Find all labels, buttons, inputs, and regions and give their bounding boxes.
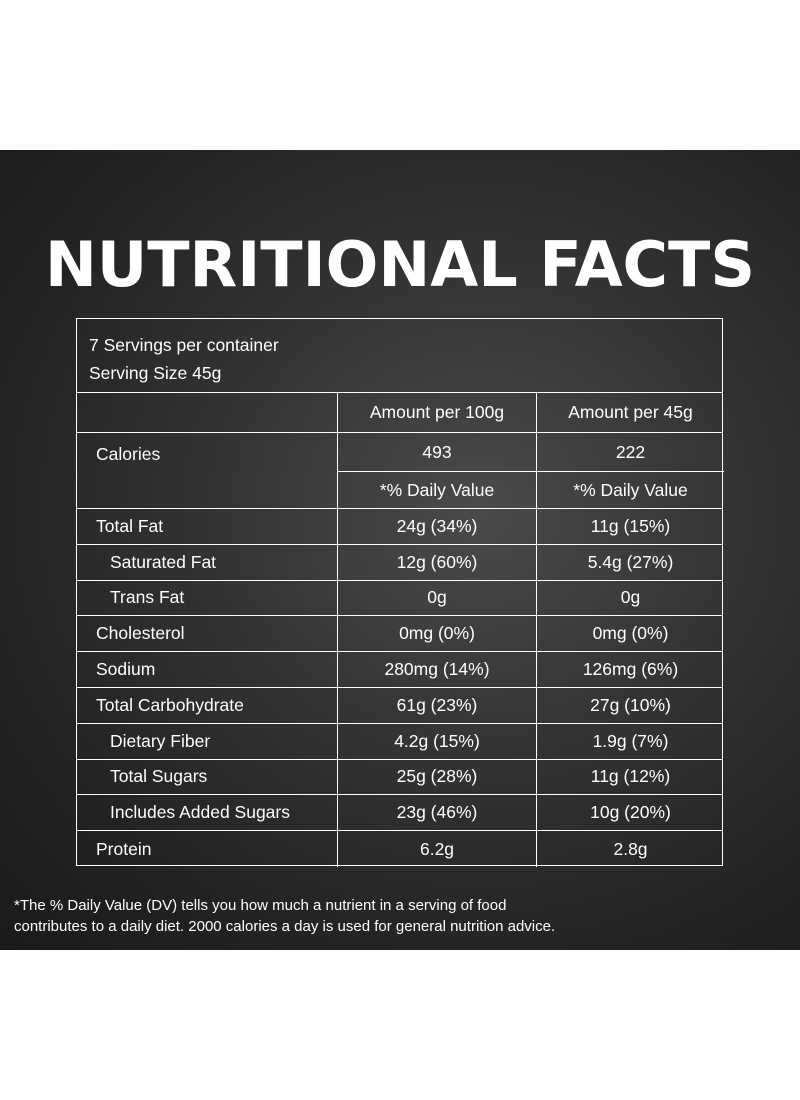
daily-value-label-45g: *% Daily Value [573,479,688,500]
calories-row: Calories 493 *% Daily Value 222 *% Daily… [77,433,724,509]
calories-per-100g-cell: 493 *% Daily Value [337,433,536,508]
calories-label: Calories [96,444,161,464]
nutrient-row: Total Carbohydrate 61g (23%) 27g (10%) [77,688,722,724]
nutrient-label: Total Fat [96,515,164,536]
calories-per-100g: 493 [338,433,536,472]
nutrient-per-45g: 11g (15%) [536,509,724,544]
nutrient-per-45g: 126mg (6%) [536,652,724,687]
nutrient-label: Includes Added Sugars [110,802,290,823]
calories-per-45g: 222 [537,433,724,472]
nutrition-facts-table: 7 Servings per container Serving Size 45… [76,318,724,867]
nutrient-per-100g: 23g (46%) [337,795,536,831]
nutrient-per-100g: 280mg (14%) [337,652,536,687]
nutrient-per-45g: 2.8g [536,831,724,867]
nutrient-per-100g: 25g (28%) [337,759,536,795]
nutrient-per-100g: 6.2g [337,831,536,867]
nutrient-row: Saturated Fat 12g (60%) 5.4g (27%) [77,544,724,581]
nutrient-per-45g: 1.9g (7%) [536,723,724,759]
nutrient-label: Total Carbohydrate [96,694,244,715]
nutrient-label: Dietary Fiber [110,730,211,751]
nutrient-label: Trans Fat [110,587,185,608]
nutrient-per-100g: 0mg (0%) [337,616,536,652]
serving-size: Serving Size 45g [89,363,222,383]
nutrient-label: Total Sugars [110,766,208,787]
nutrient-per-100g: 24g (34%) [337,509,536,544]
nutrient-per-45g: 11g (12%) [536,759,724,795]
serving-info: 7 Servings per container Serving Size 45… [77,319,722,393]
nutrient-row: Cholesterol 0mg (0%) 0mg (0%) [77,616,724,653]
nutrient-per-45g: 0g [536,580,724,616]
nutrient-row: Sodium 280mg (14%) 126mg (6%) [77,652,722,688]
header-blank-cell [77,393,337,432]
nutrient-row: Total Fat 24g (34%) 11g (15%) [77,509,722,545]
nutrient-per-45g: 5.4g (27%) [536,544,724,580]
nutrient-per-100g: 4.2g (15%) [337,723,536,759]
nutrient-per-100g: 12g (60%) [337,544,536,580]
footnote-line-2: contributes to a daily diet. 2000 calori… [14,918,556,935]
nutrient-row: Dietary Fiber 4.2g (15%) 1.9g (7%) [77,723,724,760]
calories-per-45g-cell: 222 *% Daily Value [536,433,724,508]
nutrition-panel: NUTRITIONAL FACTS 7 Servings per contain… [0,150,800,950]
daily-value-label-100g: *% Daily Value [379,479,495,500]
nutrient-row: Total Sugars 25g (28%) 11g (12%) [77,759,724,796]
nutrient-label: Saturated Fat [110,551,217,572]
servings-per-container: 7 Servings per container [89,335,279,355]
page-title: NUTRITIONAL FACTS [44,228,756,301]
nutrient-row: Protein 6.2g 2.8g [77,831,722,867]
nutrient-row: Includes Added Sugars 23g (46%) 10g (20%) [77,795,724,832]
footnote-line-1: *The % Daily Value (DV) tells you how mu… [14,897,507,914]
nutrient-label: Cholesterol [96,623,185,644]
nutrient-per-45g: 10g (20%) [536,795,724,831]
nutrient-label: Protein [96,838,152,859]
nutrient-per-100g: 0g [337,580,536,616]
header-per-100g: Amount per 100g [337,393,536,432]
nutrient-per-45g: 27g (10%) [536,688,724,723]
footnote: *The % Daily Value (DV) tells you how mu… [14,895,794,937]
nutrient-per-45g: 0mg (0%) [536,616,724,652]
nutrient-row: Trans Fat 0g 0g [77,580,724,617]
header-per-45g: Amount per 45g [536,393,724,432]
header-row: Amount per 100g Amount per 45g [77,393,722,433]
nutrient-per-100g: 61g (23%) [337,688,536,723]
nutrient-label: Sodium [96,659,156,680]
